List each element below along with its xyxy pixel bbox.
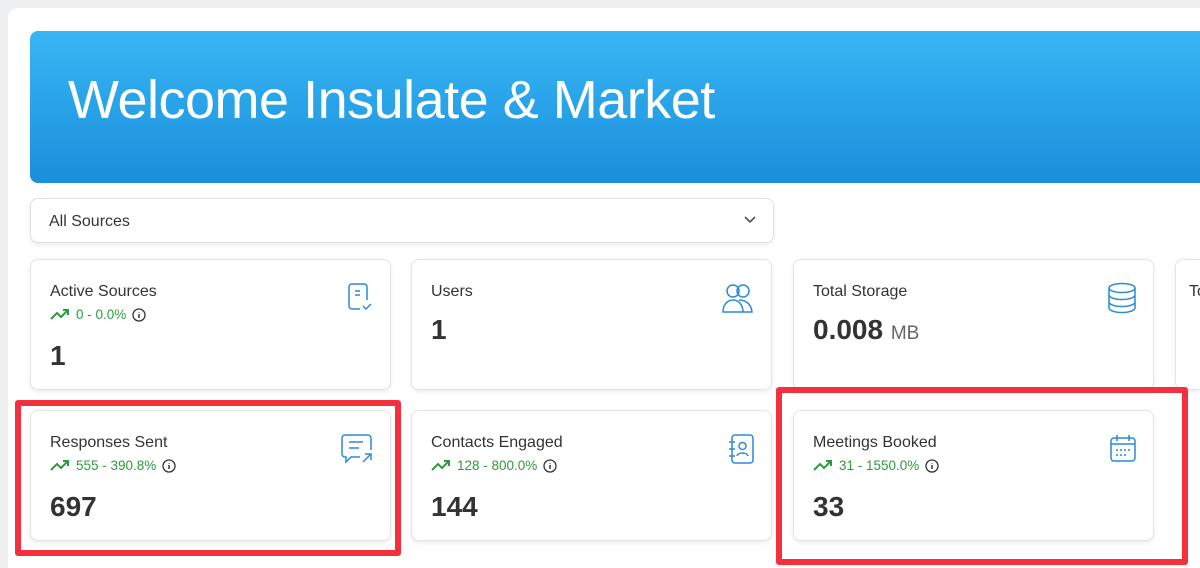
source-select-value: All Sources <box>49 213 130 230</box>
trend-up-icon <box>431 459 450 471</box>
source-select[interactable]: All Sources <box>30 198 774 243</box>
trend-up-icon <box>50 308 69 320</box>
card-value: 697 <box>50 491 97 522</box>
highlight-responses-sent <box>15 400 401 556</box>
info-icon[interactable] <box>132 307 146 322</box>
trend: 31 - 1550.0% <box>813 458 939 473</box>
card-users: Users 1 <box>411 259 772 390</box>
info-icon[interactable] <box>162 458 176 473</box>
trend-text: 555 - 390.8% <box>76 458 157 473</box>
page-title: Welcome Insulate & Market <box>68 70 715 130</box>
card-partial: To <box>1175 259 1200 390</box>
trend-up-icon <box>50 459 69 471</box>
card-contacts-engaged: Contacts Engaged 128 - 800.0% 144 <box>411 410 772 541</box>
card-responses-sent: Responses Sent 555 - 390.8% 697 <box>30 410 391 541</box>
card-title: Total Storage <box>813 283 908 300</box>
card-meetings-booked: Meetings Booked 31 - 1550.0% 33 <box>793 410 1154 541</box>
info-icon[interactable] <box>925 458 939 473</box>
card-title: Meetings Booked <box>813 434 937 451</box>
trend-text: 0 - 0.0% <box>76 307 127 322</box>
trend: 0 - 0.0% <box>50 307 146 322</box>
highlight-meetings-booked <box>776 387 1188 565</box>
card-title: Contacts Engaged <box>431 434 563 451</box>
card-value: 1 <box>50 340 66 371</box>
card-title: Responses Sent <box>50 434 168 451</box>
trend: 555 - 390.8% <box>50 458 176 473</box>
trend-up-icon <box>813 459 832 471</box>
info-icon[interactable] <box>543 458 557 473</box>
message-send-icon <box>341 434 372 464</box>
chevron-down-icon <box>744 216 756 224</box>
card-value: 33 <box>813 491 845 522</box>
users-icon <box>722 284 753 313</box>
database-icon <box>1108 282 1136 314</box>
trend: 128 - 800.0% <box>431 458 557 473</box>
card-value: 0.008 MB <box>813 314 919 346</box>
welcome-banner: Welcome Insulate & Market <box>30 31 1200 183</box>
contact-book-icon <box>729 434 754 464</box>
document-check-icon <box>348 283 372 311</box>
card-value: 144 <box>431 491 478 522</box>
storage-unit: MB <box>890 323 920 344</box>
calendar-icon <box>1110 435 1136 462</box>
trend-text: 128 - 800.0% <box>457 458 538 473</box>
card-title: To <box>1189 283 1200 300</box>
card-total-storage: Total Storage 0.008 MB <box>793 259 1154 390</box>
trend-text: 31 - 1550.0% <box>839 458 920 473</box>
card-title: Users <box>431 283 473 300</box>
card-value: 1 <box>431 314 447 345</box>
card-title: Active Sources <box>50 283 157 300</box>
card-active-sources: Active Sources 0 - 0.0% 1 <box>30 259 391 390</box>
storage-value: 0.008 <box>813 314 884 345</box>
